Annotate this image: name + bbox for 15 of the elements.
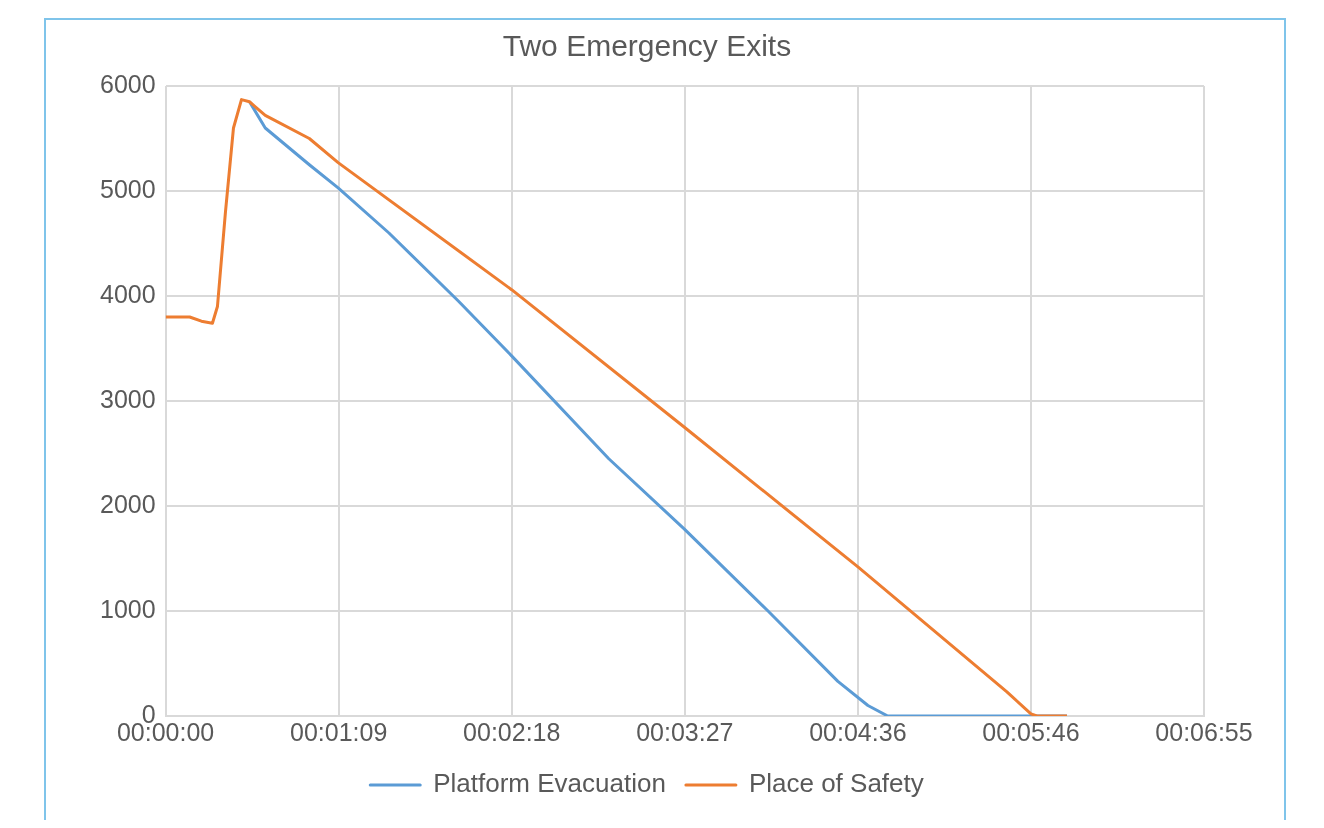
chart-title: Two Emergency Exits (502, 29, 792, 63)
legend-label: Place of Safety (748, 768, 924, 799)
x-tick-label: 00:04:36 (809, 717, 907, 746)
x-tick-label: 00:05:46 (982, 717, 1080, 746)
x-tick-label: 00:06:55 (1155, 717, 1253, 746)
y-tick-label: 3000 (99, 384, 156, 413)
y-tick-label: 2000 (99, 489, 156, 518)
y-tick-label: 1000 (99, 594, 156, 623)
y-tick-label: 5000 (99, 174, 156, 203)
y-tick-label: 4000 (99, 279, 156, 308)
x-tick-label: 00:01:09 (290, 717, 388, 746)
y-tick-label: 6000 (99, 69, 156, 98)
legend-label: Platform Evacuation (433, 768, 666, 799)
x-tick-label: 00:03:27 (636, 717, 734, 746)
x-tick-label: 00:02:18 (463, 717, 561, 746)
